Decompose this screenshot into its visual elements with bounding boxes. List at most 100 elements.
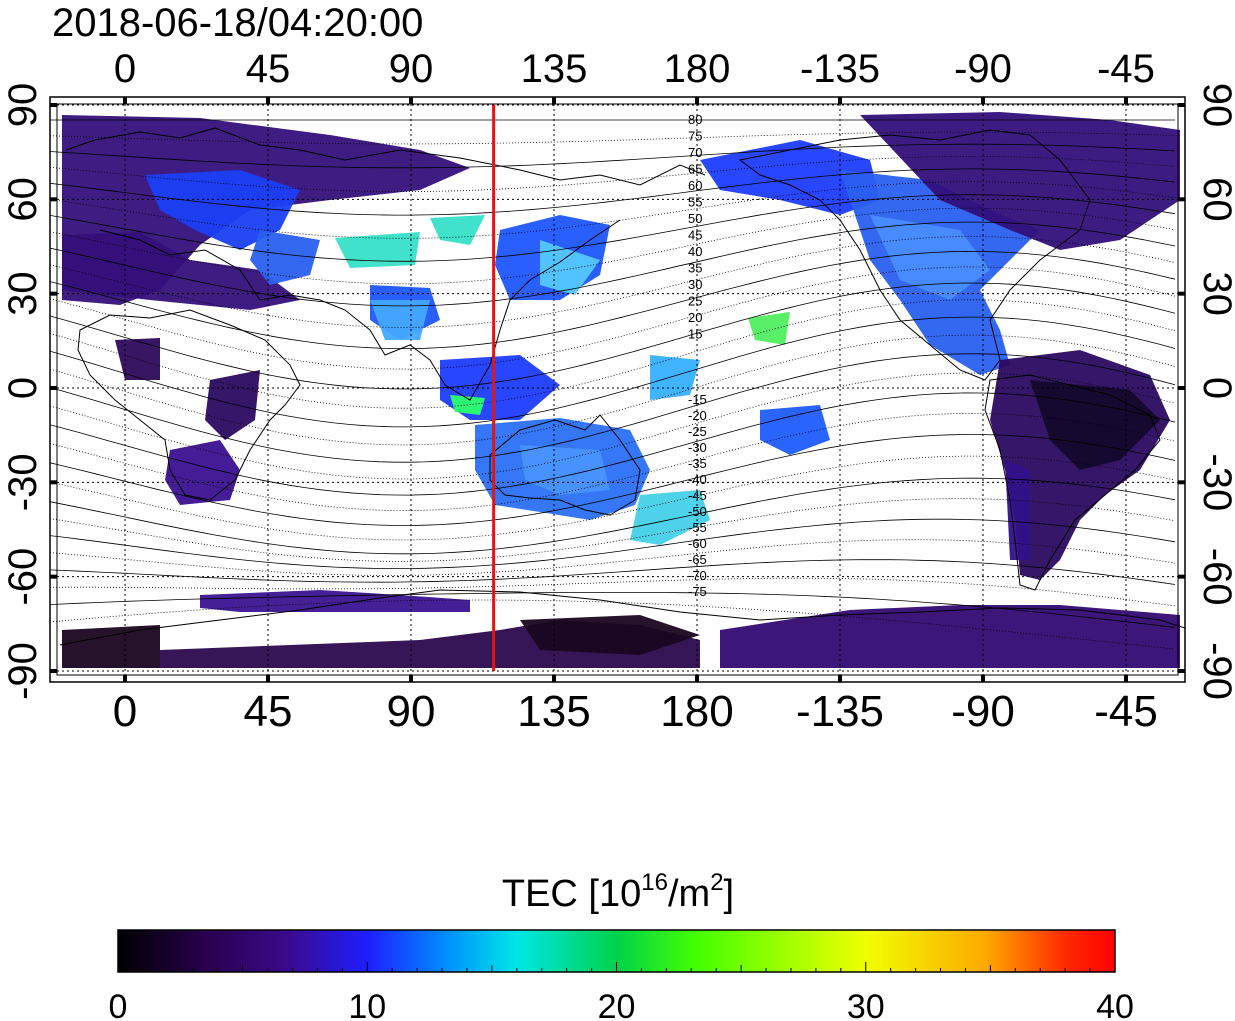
tec-data-region — [748, 312, 790, 345]
contour-label: 70 — [688, 145, 702, 160]
contour-line — [50, 181, 1176, 239]
lat-label-left: 60 — [1, 177, 45, 222]
contour-label: -15 — [688, 392, 707, 407]
contour-label: -60 — [688, 536, 707, 551]
contour-line — [50, 518, 1176, 570]
coastline-antarctica — [59, 589, 1185, 646]
contour-line — [50, 498, 1176, 562]
coastline-africa — [77, 309, 301, 501]
latitude-labels-left: 90 60 30 0 -30 -60 -90 — [1, 83, 45, 700]
longitude-labels-top: 0 45 90 135 180 -135 -90 -45 — [114, 47, 1155, 91]
lon-label-top: -90 — [954, 47, 1012, 91]
contour-line — [50, 221, 1176, 307]
contour-line — [50, 207, 1176, 285]
contour-label: -65 — [688, 552, 707, 567]
colorbar-title-suffix: ] — [724, 873, 735, 915]
colorbar-ticks — [117, 962, 1116, 972]
contour-line — [50, 539, 1176, 576]
tec-data-region — [1005, 460, 1030, 560]
colorbar-tick-label: 40 — [1096, 988, 1134, 1021]
contour-line — [50, 592, 1176, 628]
lat-label-left: 0 — [1, 377, 45, 399]
contour-label: 25 — [688, 294, 702, 309]
contour-line — [50, 143, 1176, 169]
contour-label: 75 — [688, 129, 702, 144]
contour-label: 60 — [688, 178, 702, 193]
contour-label: -35 — [688, 456, 707, 471]
contour-line — [50, 155, 1176, 193]
lon-label-top: 90 — [389, 47, 434, 91]
contour-label: -20 — [688, 408, 707, 423]
colorbar-title-sup2: 2 — [710, 869, 723, 896]
lat-label-right: 0 — [1195, 377, 1235, 399]
lon-label-top: 45 — [246, 47, 291, 91]
colorbar-title-sup1: 16 — [641, 869, 668, 896]
tec-data-region — [1030, 380, 1160, 470]
contour-label: 80 — [688, 112, 702, 127]
contour-line — [50, 477, 1176, 555]
lat-label-right: -60 — [1195, 548, 1235, 606]
contour-line — [50, 559, 1176, 585]
tec-data-region — [860, 112, 1180, 250]
contour-line — [50, 194, 1176, 262]
colorbar-tick-labels: 0 10 20 30 40 — [109, 988, 1134, 1021]
lon-label-top: 135 — [521, 47, 588, 91]
border-ticks — [50, 97, 1185, 682]
contour-label: 30 — [688, 277, 702, 292]
tec-data-region — [62, 625, 160, 668]
lat-label-left: -90 — [1, 642, 45, 700]
lat-label-right: -90 — [1195, 642, 1235, 700]
colorbar-tick-label: 10 — [348, 988, 386, 1021]
colorbar-tick-label: 0 — [109, 988, 128, 1021]
contour-line — [50, 316, 1176, 428]
contour-line — [50, 266, 1176, 370]
lat-label-right: -30 — [1195, 453, 1235, 511]
lon-label-top: -45 — [1097, 47, 1155, 91]
tec-data-region — [335, 232, 420, 268]
contour-label: -45 — [688, 488, 707, 503]
magnetic-latitude-contours — [50, 119, 1176, 650]
contour-line — [50, 434, 1176, 526]
contour-label: 65 — [688, 162, 702, 177]
lat-label-left: -30 — [1, 453, 45, 511]
longitude-labels-bottom: 0 45 90 135 180 -135 -90 -45 — [113, 687, 1158, 736]
contour-label: -25 — [688, 424, 707, 439]
lon-label-bottom: -45 — [1094, 687, 1158, 736]
colorbar-title-prefix: TEC [10 — [502, 873, 641, 915]
colorbar-tick-label: 20 — [598, 988, 636, 1021]
contour-line — [50, 250, 1176, 350]
tec-data-region — [520, 615, 700, 655]
contour-label: -50 — [688, 504, 707, 519]
colorbar: TEC [1016/m2] 0 10 20 30 40 — [109, 869, 1134, 1021]
tec-data-region — [630, 490, 710, 545]
contour-label: 45 — [688, 228, 702, 243]
contour-label: -75 — [688, 584, 707, 599]
lat-label-left: 90 — [1, 83, 45, 128]
lon-label-bottom: 0 — [113, 687, 137, 736]
contour-line — [50, 236, 1176, 328]
lat-label-right: 90 — [1195, 83, 1235, 128]
tec-data-region — [62, 232, 300, 310]
contour-label: 20 — [688, 310, 702, 325]
coastline-south-america — [984, 374, 1161, 591]
contour-label: 15 — [688, 327, 702, 342]
tec-data-region — [720, 605, 1180, 668]
contour-label: 55 — [688, 195, 702, 210]
lat-label-right: 60 — [1195, 177, 1235, 222]
contour-line — [50, 599, 1176, 650]
tec-data-region — [650, 355, 700, 400]
tec-data-region — [760, 405, 830, 455]
timestamp-title: 2018-06-18/04:20:00 — [52, 1, 423, 45]
tec-data-region — [115, 338, 160, 380]
colorbar-title-mid: /m — [668, 873, 710, 915]
lon-label-top: 180 — [664, 47, 731, 91]
lat-label-left: 30 — [1, 271, 45, 316]
contour-label: -30 — [688, 440, 707, 455]
lon-label-bottom: -135 — [796, 687, 884, 736]
colorbar-title: TEC [1016/m2] — [502, 869, 734, 915]
tec-data-region — [165, 440, 240, 505]
contour-line — [50, 334, 1176, 446]
lon-label-bottom: 90 — [387, 687, 436, 736]
